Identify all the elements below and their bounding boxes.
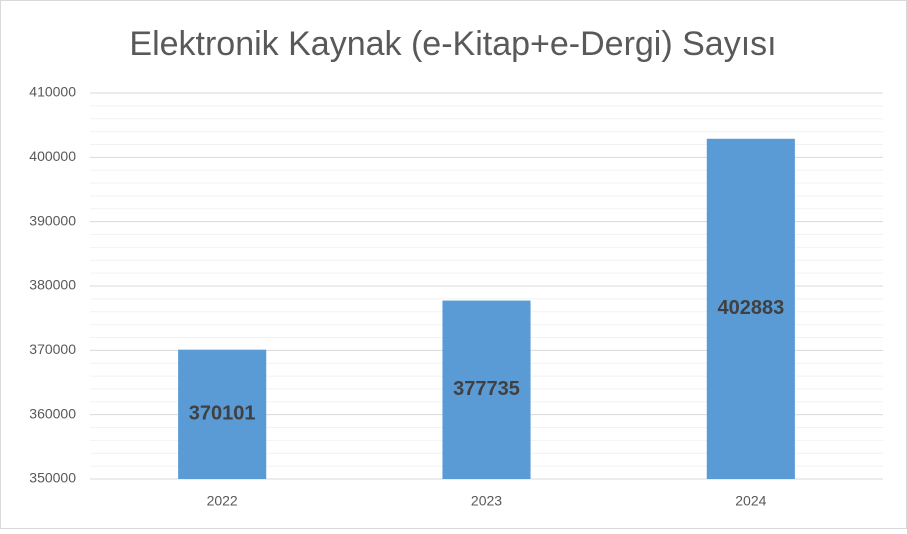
bar [178, 349, 267, 479]
y-tick-label: 410000 [29, 84, 76, 100]
data-label: 402883 [717, 297, 784, 319]
y-tick-label: 390000 [29, 212, 76, 228]
x-tick-label: 2023 [471, 493, 502, 509]
y-tick-label: 400000 [29, 148, 76, 164]
data-label: 370101 [189, 403, 256, 425]
y-tick-label: 360000 [29, 405, 76, 421]
bar [706, 138, 795, 480]
x-tick-label: 2024 [735, 493, 766, 509]
chart-title: Elektronik Kaynak (e-Kitap+e-Dergi) Sayı… [129, 25, 776, 63]
y-tick-label: 380000 [29, 277, 76, 293]
x-tick-label: 2022 [207, 493, 238, 509]
y-tick-label: 350000 [29, 470, 76, 486]
y-tick-label: 370000 [29, 341, 76, 357]
bar [442, 300, 531, 479]
data-label: 377735 [453, 378, 520, 400]
